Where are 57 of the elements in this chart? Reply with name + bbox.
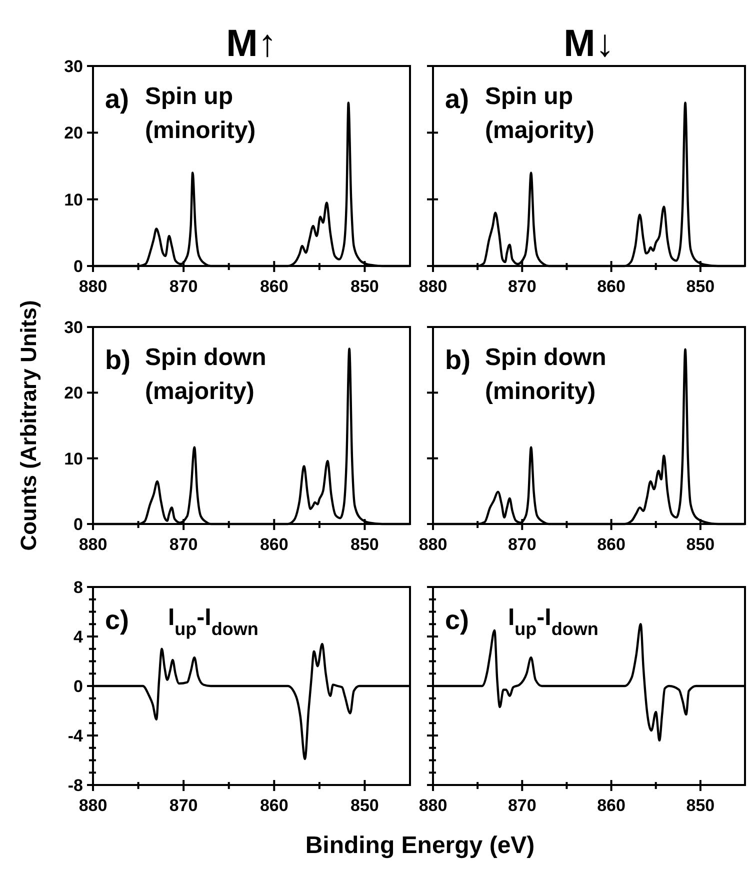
x-tick-label: 860 [260,796,288,815]
annotation: (minority) [145,117,256,144]
y-tick-label: 20 [64,124,83,143]
x-tick-label: 880 [418,535,448,554]
x-tick-label: 850 [350,535,379,554]
x-tick-label: 870 [169,277,198,296]
annotation: I$_{up}$-I$_{down}$ [508,604,598,639]
chart-title: M↑ [226,23,277,65]
x-tick-label: 870 [508,277,536,296]
annotation: a) [105,84,130,114]
y-axis-title: Counts (Arbitrary Units) [16,300,41,551]
x-axis-title: Binding Energy (eV) [305,832,535,859]
annotation: b) [105,345,130,375]
y-tick-label: 20 [64,384,83,403]
x-tick-label: 880 [78,796,108,815]
y-tick-label: 30 [64,57,83,76]
annotation: a) [445,84,470,114]
annotation: I$_{up}$-I$_{down}$ [168,604,258,639]
annotation: c) [445,605,470,635]
y-tick-label: 0 [74,677,83,696]
x-tick-label: 870 [508,535,536,554]
x-tick-label: 860 [260,277,288,296]
annotation: Spin up [145,83,233,110]
annotation: (minority) [485,378,596,405]
x-tick-label: 850 [686,535,715,554]
y-tick-label: 10 [64,190,83,210]
x-tick-label: 870 [508,796,536,815]
x-tick-label: 880 [418,277,448,296]
y-tick-label: -8 [68,776,83,795]
x-tick-label: 880 [78,277,108,296]
x-tick-label: 850 [686,796,715,815]
x-tick-label: 870 [169,796,198,815]
y-tick-label: 0 [74,515,83,534]
annotation: c) [105,605,130,635]
annotation: (majority) [145,378,254,405]
annotation: (majority) [485,117,594,144]
x-tick-label: 860 [597,796,626,815]
x-tick-label: 880 [78,535,108,554]
annotation: Spin up [485,83,573,110]
y-tick-label: 8 [74,578,83,597]
x-tick-label: 850 [350,796,379,815]
y-tick-label: 30 [64,318,83,337]
y-tick-label: -4 [68,726,84,746]
annotation: b) [445,345,470,375]
y-tick-label: 10 [64,449,83,468]
annotation: Spin down [145,344,266,371]
x-tick-label: 860 [597,535,626,554]
annotation: Spin down [485,344,606,371]
y-tick-label: 4 [74,628,84,646]
x-tick-label: 870 [169,535,198,554]
x-tick-label: 850 [350,277,379,296]
x-tick-label: 880 [418,796,448,815]
x-tick-label: 860 [260,535,288,554]
y-tick-label: 0 [74,257,83,276]
x-tick-label: 850 [686,277,715,296]
x-tick-label: 860 [597,277,626,296]
chart-title: M↓ [564,23,614,65]
